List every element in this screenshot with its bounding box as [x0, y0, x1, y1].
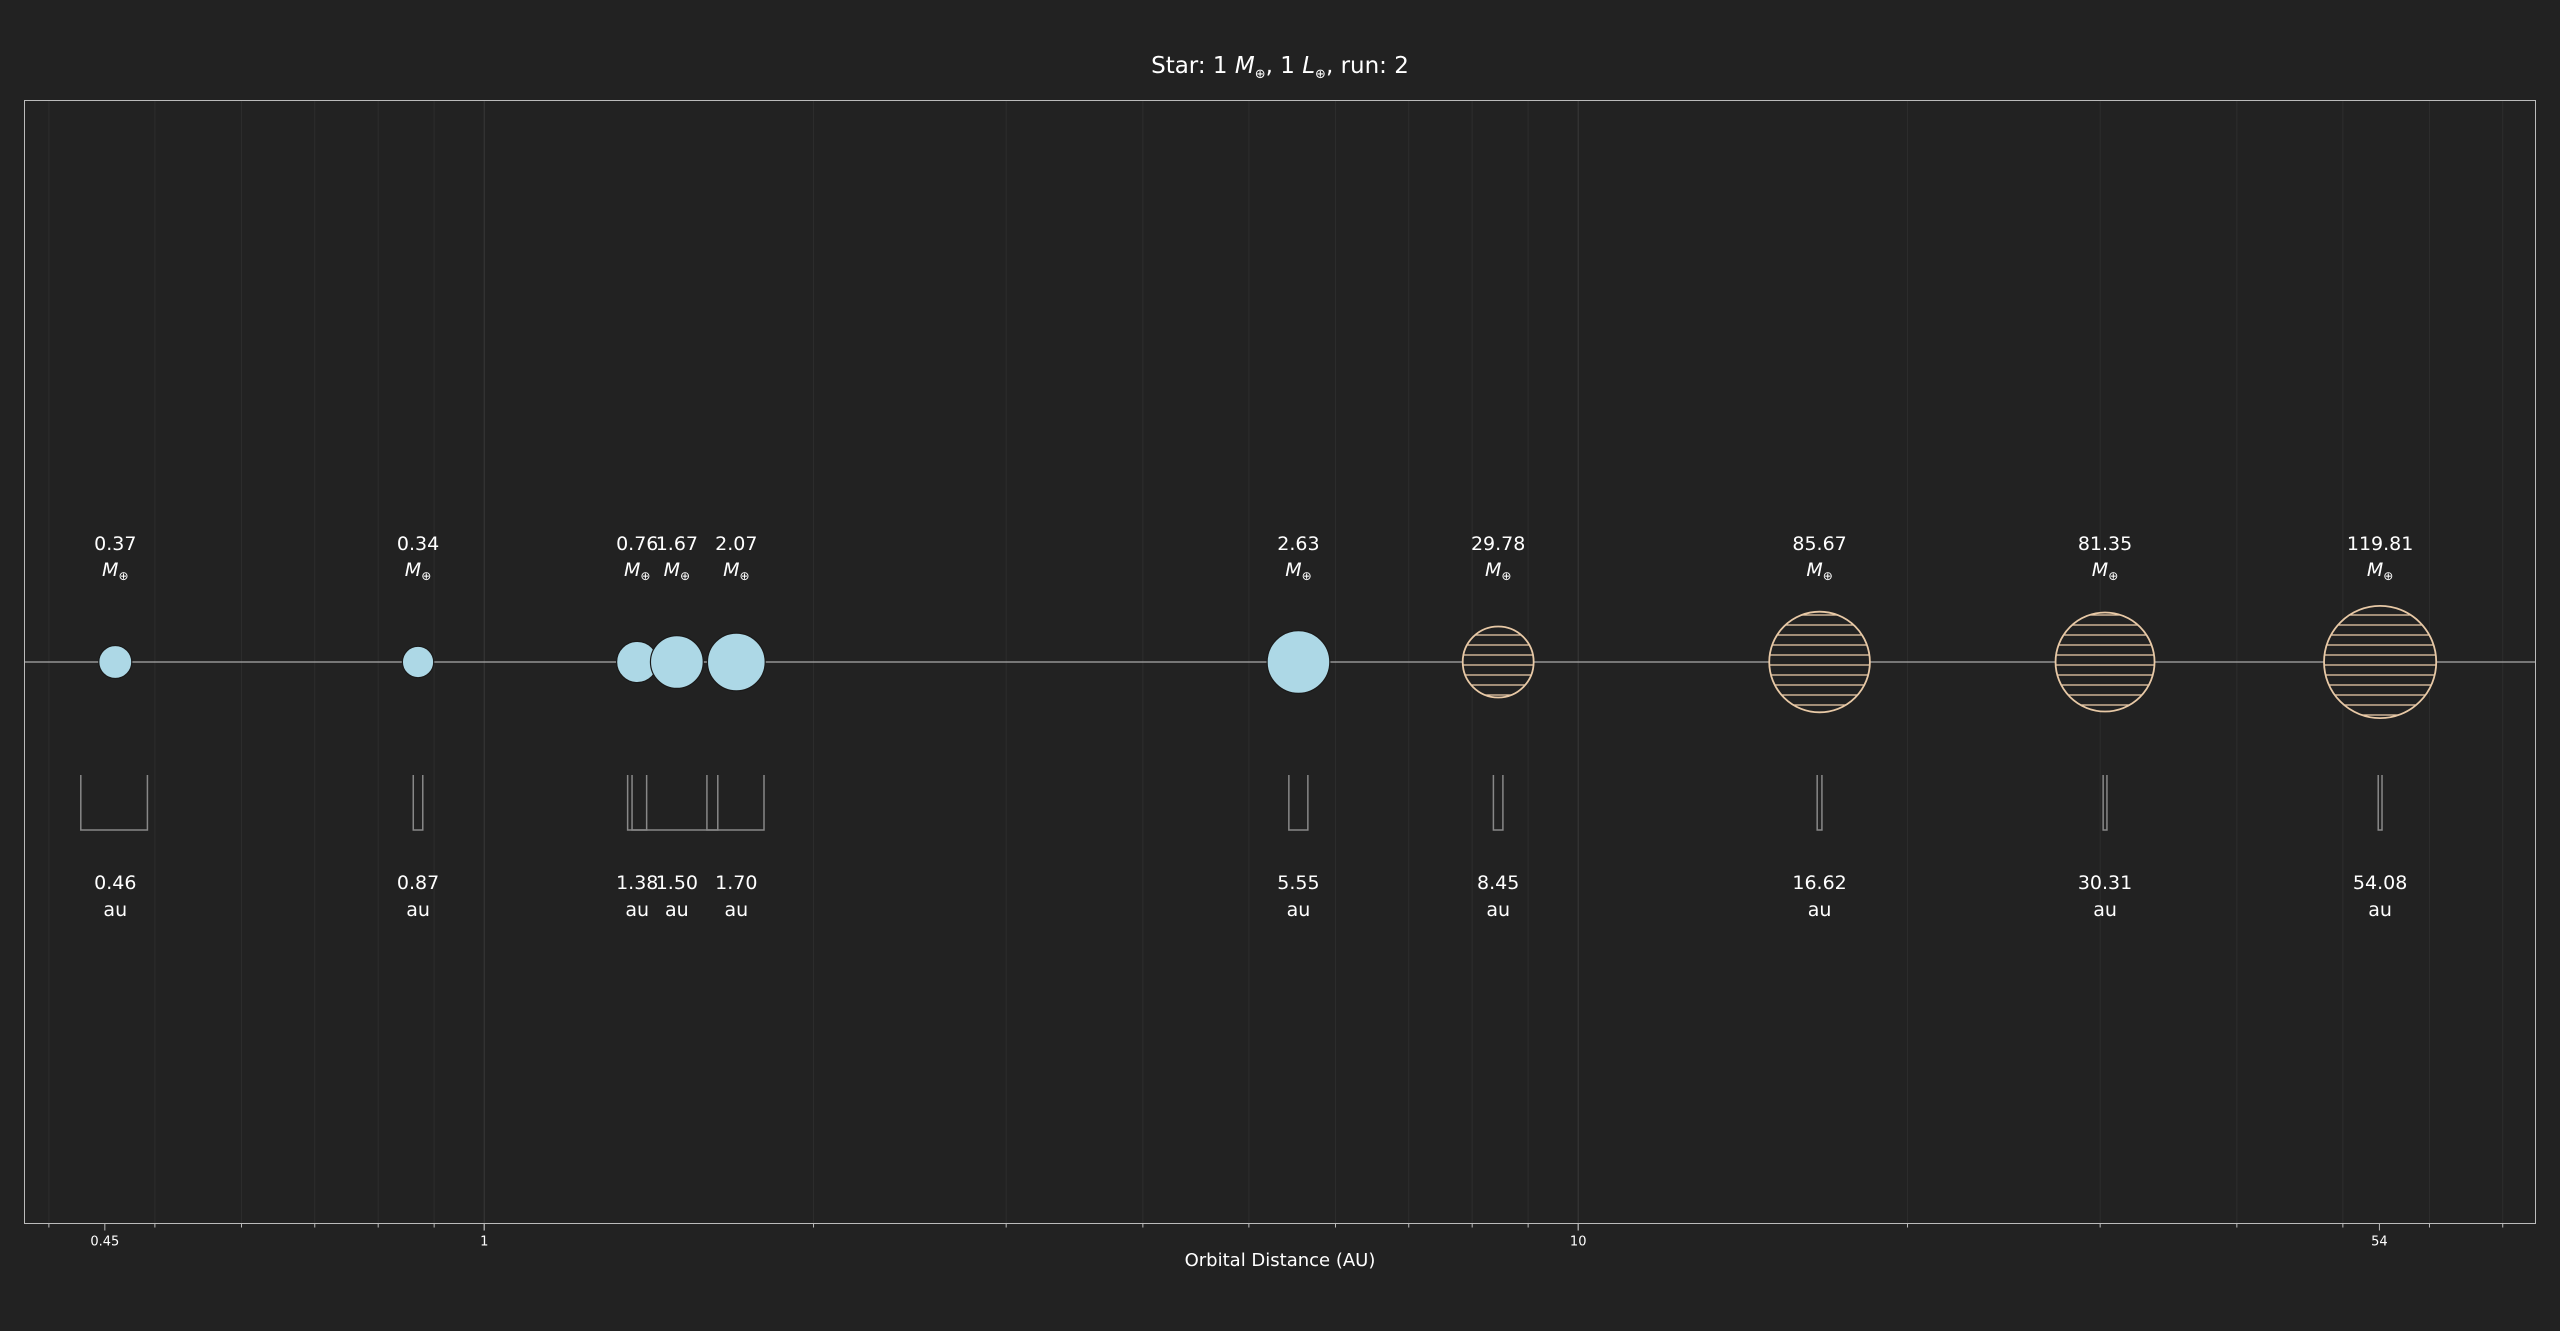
gas-planet [1461, 625, 1535, 699]
eccentricity-layer [80, 775, 2383, 831]
eccentricity-bracket [2377, 775, 2383, 831]
distance-unit-label: au [1486, 899, 1510, 921]
gas-planet [2054, 611, 2156, 713]
rocky-planet [706, 632, 766, 692]
x-tick-layer: 0.45 1 10 54 [48, 1223, 2504, 1250]
eccentricity-bracket [706, 775, 765, 831]
eccentricity-bracket [626, 775, 648, 831]
planet-mass-label: 0.37 [94, 533, 136, 555]
distance-unit-label: au [724, 899, 748, 921]
eccentricity-bracket [2102, 775, 2108, 831]
planet-mass-label: 2.63 [1277, 533, 1319, 555]
mass-unit-label: M⊕ [1806, 559, 1832, 583]
mass-unit-label: M⊕ [102, 559, 128, 583]
mass-unit-label: M⊕ [624, 559, 650, 583]
mass-unit-label: M⊕ [2092, 559, 2118, 583]
x-tick-label: 0.45 [90, 1235, 119, 1250]
mass-unit-label: M⊕ [723, 559, 749, 583]
planet-distance-label: 1.38 [616, 872, 658, 894]
planet-distance-label: 0.87 [397, 872, 439, 894]
planet-distance-label: 16.62 [1792, 872, 1846, 894]
planet-distance-label: 8.45 [1477, 872, 1519, 894]
distance-unit-label: au [665, 899, 689, 921]
eccentricity-bracket [1816, 775, 1823, 831]
mass-unit-label: M⊕ [1485, 559, 1511, 583]
x-tick-label: 1 [480, 1235, 488, 1250]
rocky-planet [649, 634, 704, 689]
mass-unit-label: M⊕ [1285, 559, 1311, 583]
chart-title: Star: 1 M⊕, 1 L⊕, run: 2 [1151, 53, 1409, 82]
x-tick-label: 54 [2371, 1235, 2388, 1250]
rocky-planet [401, 645, 435, 679]
rocky-planet [98, 644, 133, 680]
gas-planet [2323, 605, 2438, 720]
eccentricity-bracket [1492, 775, 1504, 831]
planet-distance-label: 1.50 [656, 872, 698, 894]
distance-unit-label: au [1808, 899, 1832, 921]
x-axis-label: Orbital Distance (AU) [1185, 1250, 1376, 1271]
eccentricity-bracket [80, 775, 149, 831]
planet-distance-label: 0.46 [94, 872, 136, 894]
planet-layer [98, 605, 2438, 720]
eccentricity-bracket [631, 775, 719, 831]
distance-unit-label: au [103, 899, 127, 921]
gas-planet [1768, 610, 1871, 714]
planet-mass-label: 0.34 [397, 533, 439, 555]
planet-distance-label: 1.70 [715, 872, 757, 894]
planet-distance-label: 30.31 [2078, 872, 2132, 894]
planet-mass-label: 81.35 [2078, 533, 2132, 555]
distance-unit-label: au [2093, 899, 2117, 921]
planet-mass-label: 1.67 [656, 533, 698, 555]
eccentricity-bracket [1288, 775, 1309, 831]
planet-distance-label: 5.55 [1277, 872, 1319, 894]
mass-unit-label: M⊕ [2367, 559, 2393, 583]
plot-frame [24, 100, 2536, 1224]
mass-unit-label: M⊕ [664, 559, 690, 583]
eccentricity-bracket [412, 775, 424, 831]
planet-mass-label: 0.76 [616, 533, 658, 555]
planet-mass-label: 119.81 [2347, 533, 2413, 555]
rocky-planet [1266, 630, 1331, 694]
distance-unit-label: au [406, 899, 430, 921]
mass-unit-label: M⊕ [405, 559, 431, 583]
planet-mass-label: 85.67 [1792, 533, 1846, 555]
label-layer: 0.37 M⊕ 0.46 au 0.34 M⊕ 0.87 au 0.76 M⊕ 1.38 au 1.67… [94, 533, 2413, 921]
x-tick-label: 10 [1570, 1235, 1587, 1250]
planet-mass-label: 29.78 [1471, 533, 1525, 555]
distance-unit-label: au [2368, 899, 2392, 921]
distance-unit-label: au [625, 899, 649, 921]
planet-distance-label: 54.08 [2353, 872, 2407, 894]
planet-mass-label: 2.07 [715, 533, 757, 555]
distance-unit-label: au [1287, 899, 1311, 921]
